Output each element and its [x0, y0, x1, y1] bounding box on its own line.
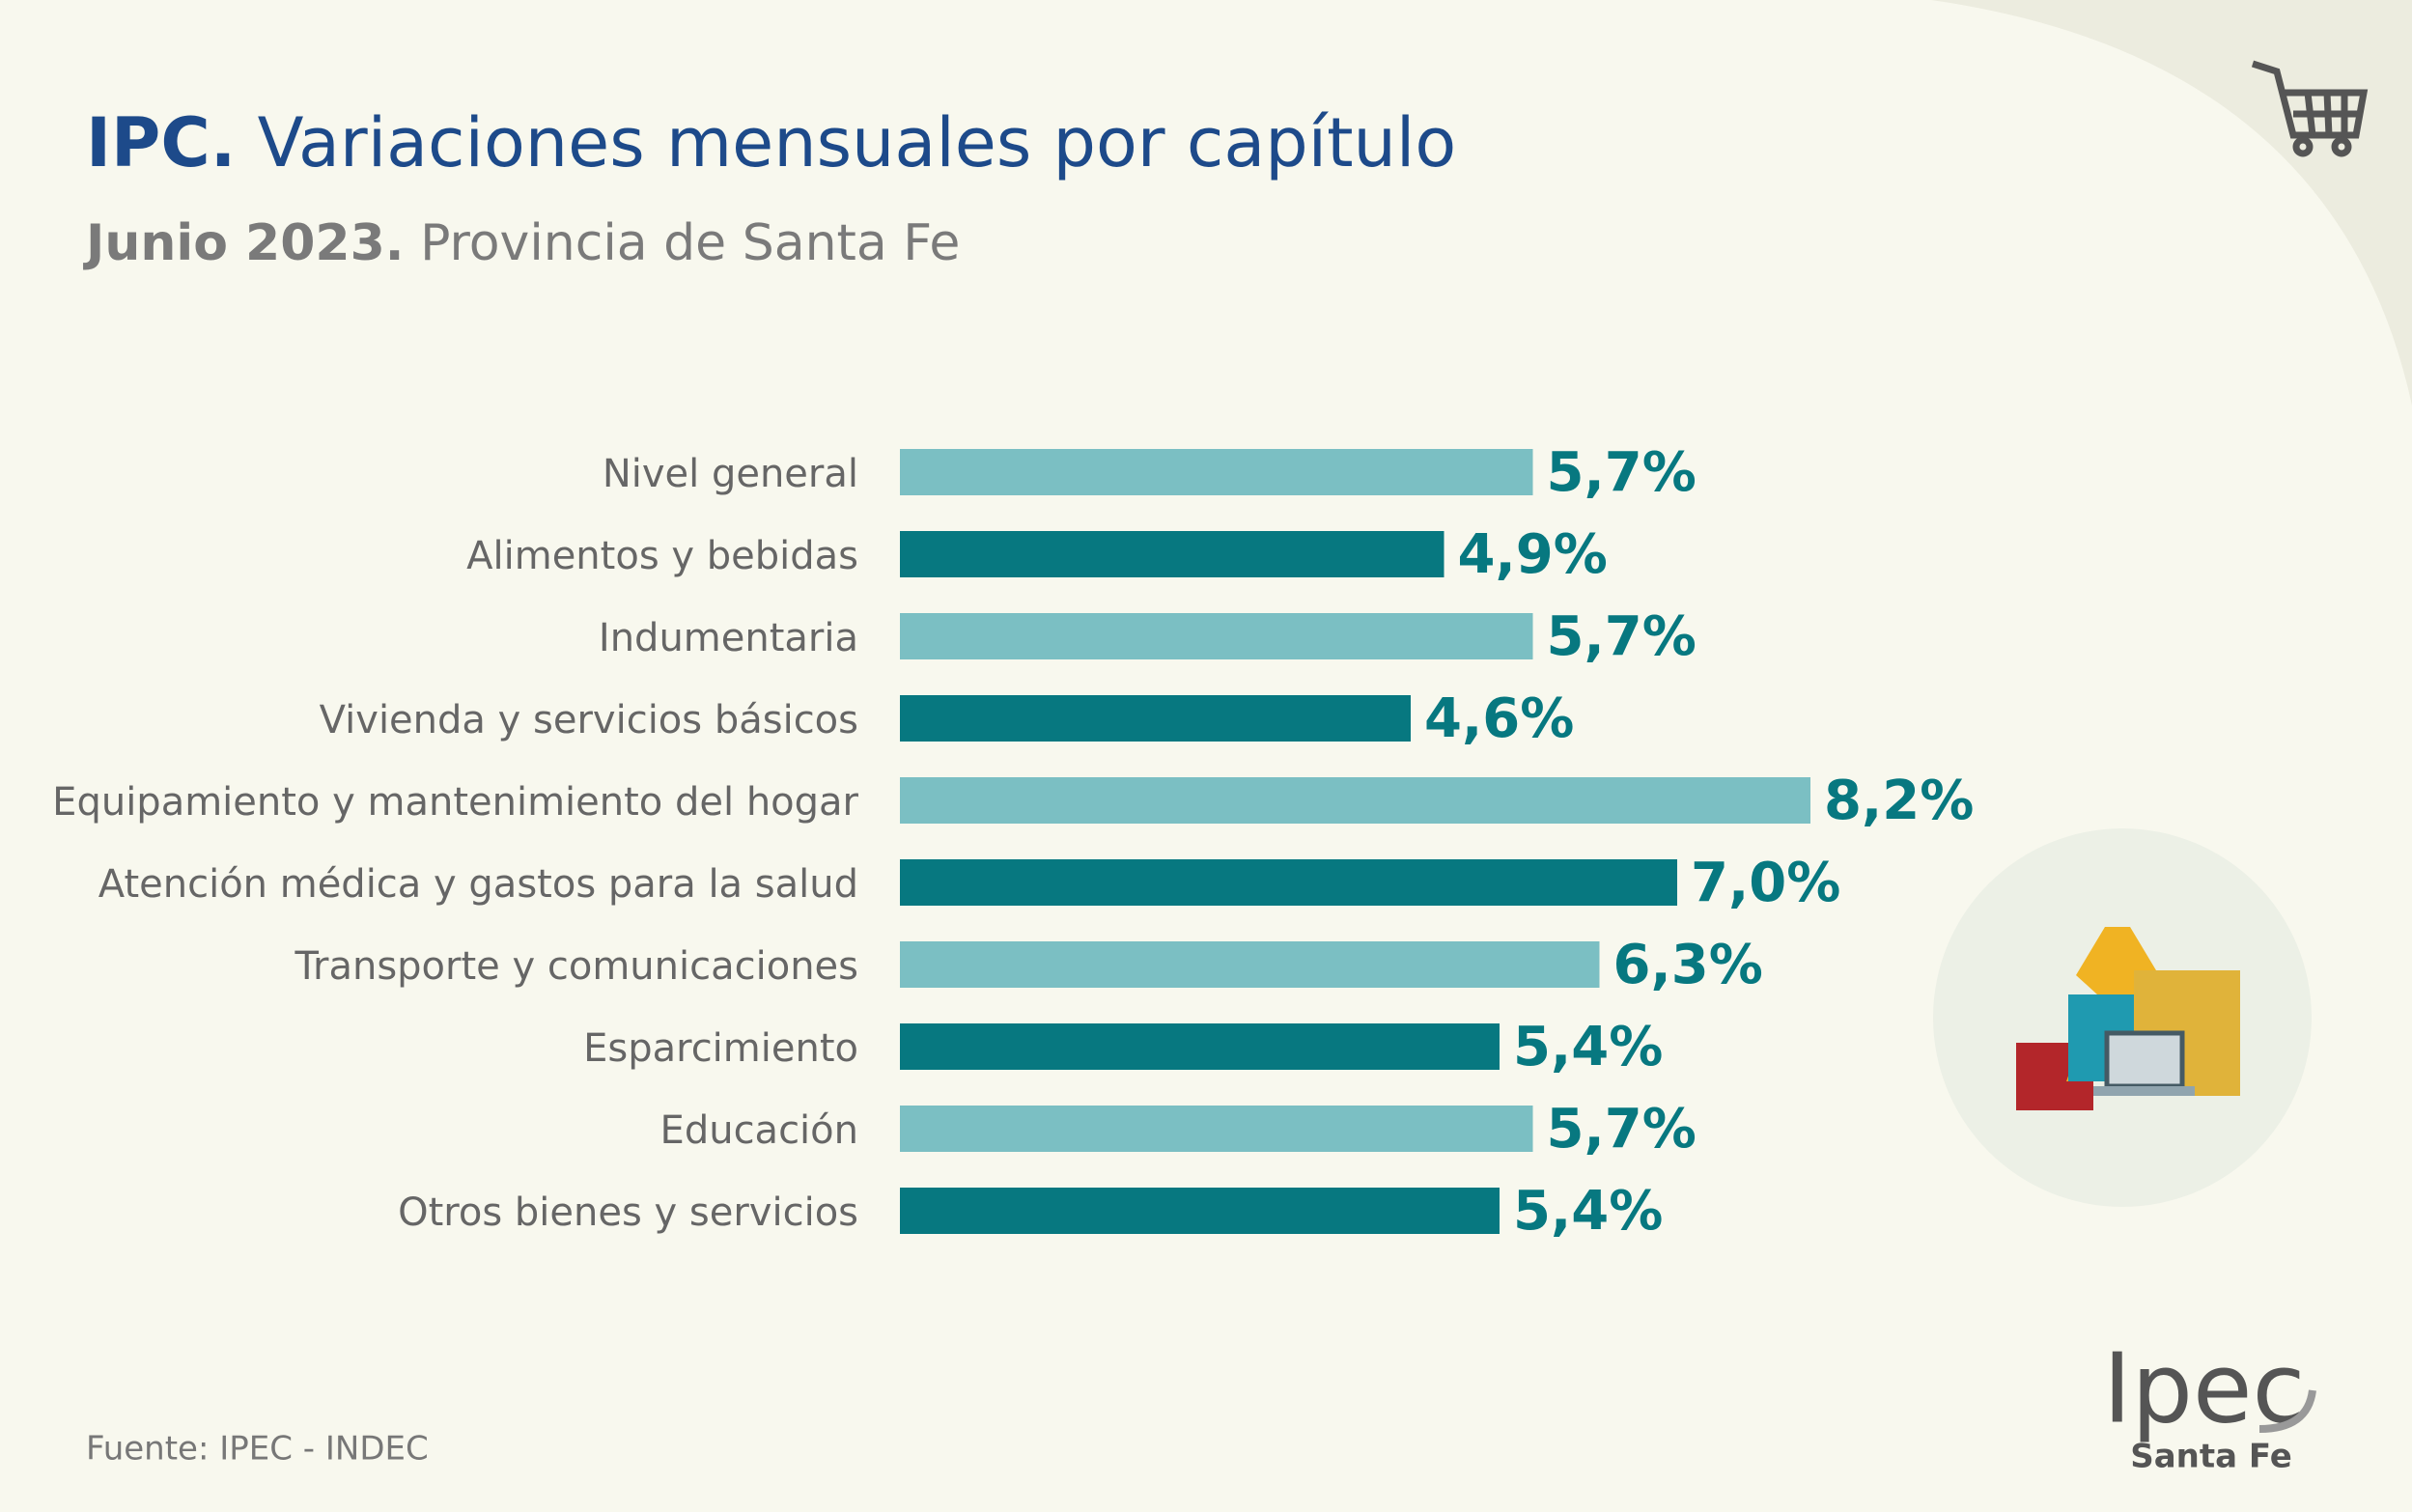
logo-swoosh [2258, 1389, 2316, 1433]
category-label: Transporte y comunicaciones [294, 944, 858, 989]
chart-subtitle: Junio 2023. Provincia de Santa Fe [83, 214, 960, 272]
value-label: 4,6% [1424, 687, 1574, 750]
category-label: Educación [660, 1108, 858, 1153]
category-label: Alimentos y bebidas [466, 534, 858, 578]
bar [900, 613, 1533, 659]
corner-shape [1931, 0, 2412, 406]
shopping-illustration [1933, 828, 2312, 1207]
bar [900, 449, 1533, 495]
value-label: 5,7% [1547, 605, 1697, 668]
bar [900, 859, 1677, 906]
subtitle-text: Provincia de Santa Fe [420, 214, 960, 272]
logo-place: Santa Fe [2130, 1438, 2292, 1476]
subtitle-bold: Junio 2023. [83, 214, 405, 272]
category-label: Atención médica y gastos para la salud [98, 862, 858, 907]
category-label: Vivienda y servicios básicos [320, 698, 858, 742]
category-label: Otros bienes y servicios [398, 1190, 858, 1235]
bar [900, 531, 1444, 577]
value-label: 7,0% [1691, 852, 1840, 914]
bar [900, 1023, 1500, 1070]
category-label: Indumentaria [599, 616, 858, 660]
bar [900, 1106, 1533, 1152]
value-label: 5,7% [1547, 441, 1697, 504]
source: Fuente: IPEC - INDEC [86, 1430, 429, 1469]
value-label: 6,3% [1613, 934, 1763, 996]
value-label: 5,4% [1513, 1016, 1663, 1078]
value-label: 8,2% [1824, 770, 1974, 832]
bar [900, 941, 1600, 988]
category-label: Equipamiento y mantenimiento del hogar [52, 780, 858, 825]
bar [900, 695, 1411, 742]
category-label: Esparcimiento [583, 1026, 858, 1071]
title-text: Variaciones mensuales por capítulo [258, 103, 1457, 182]
category-label: Nivel general [603, 452, 858, 496]
value-label: 5,4% [1513, 1180, 1663, 1243]
bar [900, 777, 1810, 824]
bar [900, 1188, 1500, 1234]
value-label: 4,9% [1458, 523, 1608, 586]
value-label: 5,7% [1547, 1098, 1697, 1161]
chart-title: IPC. Variaciones mensuales por capítulo [86, 103, 1456, 182]
title-bold: IPC. [86, 103, 236, 182]
cart-icon [2251, 60, 2369, 157]
